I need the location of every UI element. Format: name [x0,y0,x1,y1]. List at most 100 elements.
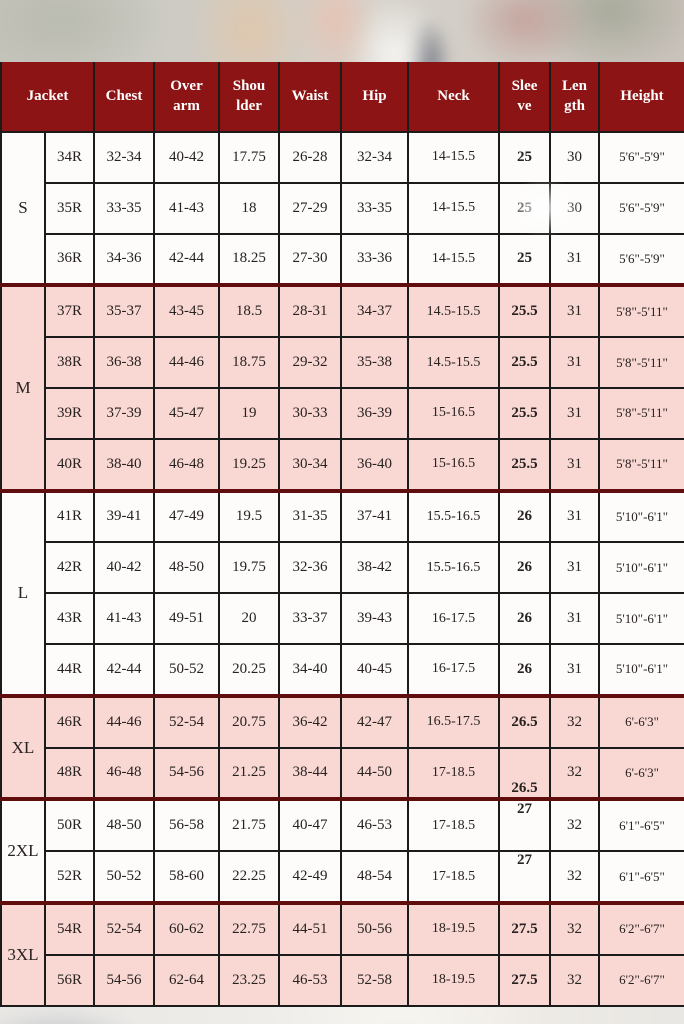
cell-waist: 28-31 [278,283,342,339]
cell-sleeve: 25.5 [498,283,551,339]
cell-overarm: 60-62 [153,900,220,956]
table-row: 3XL 54R 52-54 60-62 22.75 44-51 50-56 18-19.5 27… [0,900,684,1007]
cell-chest: 35-37 [93,283,155,339]
cell-length: 32 [549,953,600,1007]
cell-size: 48R [44,746,95,801]
size-chart-table: Jacket Chest Over arm Shou lder Waist Hi… [0,62,684,1007]
cell-shoulder: 18 [218,181,280,235]
table-row: 36R 34-36 42-44 18.25 27-30 33-36 14-15.5 25 31 5… [1,232,684,287]
cell-neck: 14-15.5 [407,131,500,184]
cell-hip: 46-53 [340,797,409,853]
cell-shoulder: 20.25 [218,642,280,697]
group-label-cell: S [0,130,46,287]
cell-length: 32 [549,746,600,801]
cell-chest: 46-48 [93,746,155,801]
cell-size: 40R [44,437,95,492]
cell-neck: 14.5-15.5 [407,283,500,339]
group-label-cell: 3XL [0,900,46,1007]
header-neck: Neck [407,62,500,133]
cell-chest: 39-41 [93,488,155,544]
cell-waist: 44-51 [278,900,342,956]
table-row: 2XL 50R 48-50 56-58 21.75 40-47 46-53 17-18.5 27… [0,797,684,904]
cell-shoulder: 19.5 [218,488,280,544]
header-jacket: Jacket [0,62,95,133]
cell-length: 31 [549,386,600,440]
cell-height: 5'8"-5'11" [598,437,684,492]
cell-hip: 39-43 [340,592,409,645]
cell-sleeve: 27 [498,797,551,853]
cell-waist: 32-36 [278,541,342,595]
header-height: Height [598,62,684,133]
cell-overarm: 43-45 [153,283,220,339]
cell-chest: 41-43 [93,592,155,645]
cell-chest: 52-54 [93,900,155,956]
cell-sleeve: 25.5 [498,437,551,492]
cell-overarm: 42-44 [153,232,220,287]
cell-sleeve: 26 [498,541,551,595]
cell-hip: 36-40 [340,437,409,492]
cell-waist: 34-40 [278,642,342,697]
cell-shoulder: 21.75 [218,797,280,853]
cell-neck: 18-19.5 [407,900,500,956]
cell-hip: 32-34 [340,131,409,184]
cell-chest: 40-42 [93,541,155,595]
header-row: Jacket Chest Over arm Shou lder Waist Hi… [0,62,684,133]
table-row: S 34R 32-34 40-42 17.75 26-28 32-34 14-15.5 25 30… [0,130,684,287]
background-photo-top [0,0,684,62]
cell-sleeve: 25.5 [498,386,551,440]
header-sleeve: Slee ve [498,62,551,133]
cell-chest: 54-56 [93,953,155,1007]
cell-chest: 42-44 [93,642,155,697]
cell-chest: 36-38 [93,336,155,389]
cell-length: 31 [549,488,600,544]
cell-neck: 15-16.5 [407,386,500,440]
cell-length: 31 [549,592,600,645]
group-label-cell: L [0,488,46,697]
cell-neck: 17-18.5 [407,746,500,801]
cell-height: 6'-6'3" [598,693,684,749]
group-label-cell: XL [0,693,46,801]
header-shoulder: Shou lder [218,62,280,133]
cell-sleeve: 27.5 [498,953,551,1007]
cell-length: 31 [549,437,600,492]
cell-shoulder: 17.75 [218,131,280,184]
cell-neck: 17-18.5 [407,797,500,853]
cell-shoulder: 19.25 [218,437,280,492]
cell-length: 31 [549,283,600,339]
cell-neck: 15-16.5 [407,437,500,492]
cell-height: 6'1"-6'5" [598,850,684,904]
table-row: 48R 46-48 54-56 21.25 38-44 44-50 17-18.5 26.5 3… [1,746,684,801]
cell-sleeve: 26.5 [498,693,551,749]
cell-overarm: 54-56 [153,746,220,801]
cell-length: 31 [549,336,600,389]
cell-sleeve: 25.5 [498,336,551,389]
table-row: XL 46R 44-46 52-54 20.75 36-42 42-47 16.5-17.5 2… [0,693,684,801]
cell-waist: 33-37 [278,592,342,645]
cell-sleeve: 25 [498,181,551,235]
cell-length: 30 [549,181,600,235]
cell-neck: 15.5-16.5 [407,541,500,595]
header-length: Len gth [549,62,600,133]
cell-shoulder: 19.75 [218,541,280,595]
table-row: 52R 50-52 58-60 22.25 42-49 48-54 17-18.5 27 32 6… [1,850,684,904]
cell-shoulder: 20.75 [218,693,280,749]
cell-hip: 36-39 [340,386,409,440]
cell-hip: 33-36 [340,232,409,287]
cell-height: 6'1"-6'5" [598,797,684,853]
cell-height: 6'-6'3" [598,746,684,801]
table-row: 35R 33-35 41-43 18 27-29 33-35 14-15.5 25 30 5'6"… [1,181,684,235]
cell-shoulder: 21.25 [218,746,280,801]
cell-size: 42R [44,541,95,595]
cell-hip: 44-50 [340,746,409,801]
cell-size: 56R [44,953,95,1007]
cell-neck: 16-17.5 [407,642,500,697]
cell-sleeve: 27.5 [498,900,551,956]
cell-shoulder: 18.5 [218,283,280,339]
cell-neck: 14-15.5 [407,181,500,235]
cell-length: 30 [549,131,600,184]
cell-waist: 31-35 [278,488,342,544]
cell-neck: 14-15.5 [407,232,500,287]
cell-height: 5'10"-6'1" [598,642,684,697]
cell-neck: 16-17.5 [407,592,500,645]
